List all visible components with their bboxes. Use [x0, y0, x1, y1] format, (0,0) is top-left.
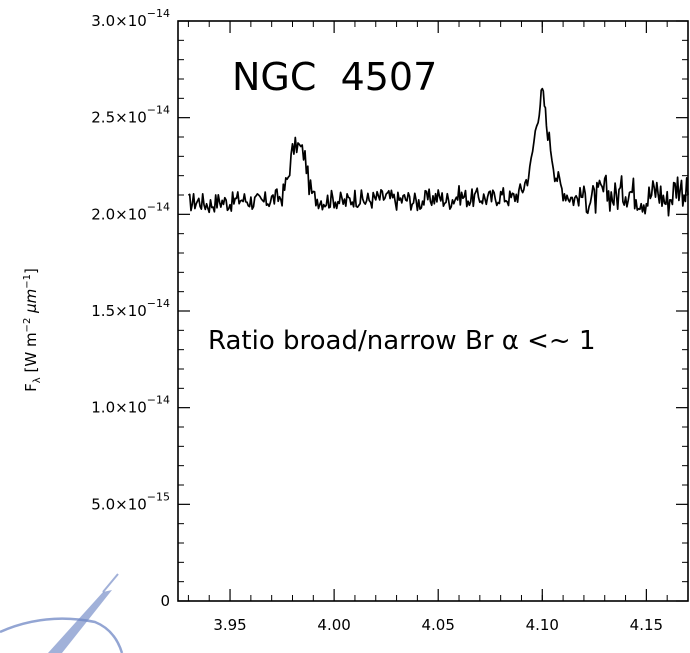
chart-annotation: Ratio broad/narrow Br α <~ 1: [208, 326, 596, 356]
y-axis-label: Fλ [W m−2 μm−1]: [22, 268, 43, 392]
x-axis-ticks: 3.95 4.00 4.05 4.10 4.15: [187, 21, 689, 634]
x-tick-label: 4.05: [422, 616, 455, 634]
spectrum-line: [187, 87, 689, 217]
x-tick-label: 4.10: [526, 616, 559, 634]
x-tick-label: 4.00: [317, 616, 350, 634]
logo-fragment: [0, 573, 124, 653]
plot-frame: [177, 20, 689, 602]
y-tick-label: 3.0×10−14: [91, 7, 170, 30]
y-tick-label: 1.5×10−14: [91, 297, 170, 320]
y-tick-label: 0: [160, 592, 170, 610]
x-tick-label: 3.95: [213, 616, 246, 634]
y-tick-label: 5.0×10−15: [91, 490, 170, 513]
y-tick-label: 2.5×10−14: [91, 104, 170, 127]
x-tick-label: 4.15: [630, 616, 663, 634]
y-tick-label: 2.0×10−14: [91, 200, 170, 223]
y-axis-ticks: 0 5.0×10−15 1.0×10−14 1.5×10−14 2.0×10−14 2.5…: [91, 7, 688, 610]
y-tick-label: 1.0×10−14: [91, 394, 170, 417]
chart-title: NGC 4507: [232, 55, 437, 99]
